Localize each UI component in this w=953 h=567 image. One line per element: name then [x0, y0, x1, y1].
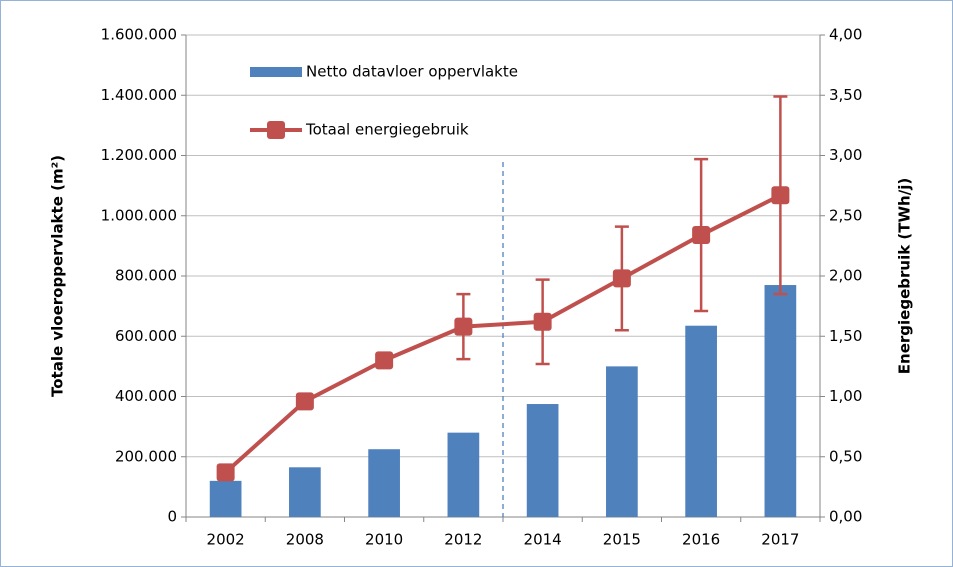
y2-tick-label: 0,00 — [829, 508, 862, 526]
x-tick-label: 2015 — [603, 531, 641, 549]
bar — [685, 325, 717, 517]
x-tick-label: 2008 — [286, 531, 324, 549]
y-tick-label: 800.000 — [115, 267, 177, 285]
x-tick-label: 2014 — [524, 531, 562, 549]
bar — [209, 480, 242, 517]
y2-tick-label: 1,50 — [829, 327, 862, 345]
y-axis-label: Totale vloeroppervlakte (m²) — [49, 155, 67, 397]
x-tick-label: 2017 — [761, 531, 799, 549]
legend-swatch — [250, 67, 302, 77]
y2-tick-label: 2,00 — [829, 267, 862, 285]
y2-tick-label: 2,50 — [829, 206, 862, 224]
legend-label: Totaal energiegebruik — [305, 121, 469, 139]
bar — [764, 285, 797, 517]
bar — [447, 432, 480, 517]
y2-tick-label: 0,50 — [829, 447, 862, 465]
y-tick-label: 600.000 — [115, 327, 177, 345]
y2-tick-label: 1,00 — [829, 387, 862, 405]
y-tick-label: 1.200.000 — [101, 146, 177, 164]
marker — [771, 186, 790, 205]
marker — [692, 226, 711, 245]
bar — [289, 467, 321, 517]
legend-label: Netto datavloer oppervlakte — [306, 63, 518, 81]
marker — [612, 269, 631, 288]
x-tick-label: 2010 — [365, 531, 403, 549]
y2-tick-label: 3,50 — [829, 86, 862, 104]
y2-axis-label: Energiegebruik (TWh/j) — [896, 178, 914, 374]
y-tick-label: 0 — [167, 508, 177, 526]
bar — [368, 449, 400, 517]
marker — [533, 312, 552, 331]
bar — [526, 404, 559, 517]
legend-swatch — [267, 121, 285, 139]
y-tick-label: 200.000 — [115, 447, 177, 465]
y-tick-label: 400.000 — [115, 387, 177, 405]
y-tick-label: 1.000.000 — [101, 206, 177, 224]
marker — [454, 317, 473, 336]
marker — [295, 392, 314, 411]
y-tick-label: 1.400.000 — [101, 86, 177, 104]
marker — [375, 351, 394, 370]
x-tick-label: 2012 — [444, 531, 482, 549]
bar — [606, 366, 638, 517]
line — [224, 193, 782, 474]
y2-tick-label: 3,00 — [829, 146, 862, 164]
x-tick-label: 2002 — [207, 531, 245, 549]
y-tick-label: 1.600.000 — [101, 26, 177, 44]
y2-tick-label: 4,00 — [829, 26, 862, 44]
x-tick-label: 2016 — [682, 531, 720, 549]
marker — [216, 463, 235, 482]
